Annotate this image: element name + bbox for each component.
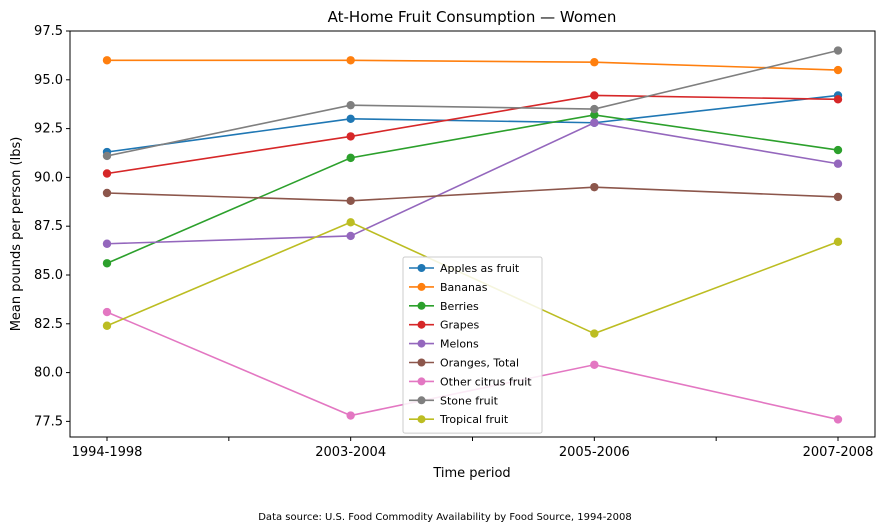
x-tick-label: 2005-2006 <box>559 445 630 460</box>
legend-swatch-marker <box>417 339 426 348</box>
legend-label: Melons <box>440 338 479 351</box>
series-line <box>106 94 839 175</box>
legend-label: Other citrus fruit <box>440 375 532 388</box>
data-point <box>833 237 843 247</box>
data-point <box>590 360 599 369</box>
data-point <box>346 231 355 241</box>
legend-swatch-marker <box>417 415 426 424</box>
x-tick-label: 2003-2004 <box>315 445 386 460</box>
y-axis-title: Mean pounds per person (lbs) <box>9 137 24 332</box>
y-tick-label: 87.5 <box>34 219 63 234</box>
x-tick-label: 1994-1998 <box>72 445 143 460</box>
data-point <box>833 159 843 168</box>
legend-swatch-marker <box>417 377 426 386</box>
series-line <box>106 49 839 157</box>
legend-swatch-marker <box>417 264 426 272</box>
data-point <box>102 259 112 268</box>
legend-label: Tropical fruit <box>439 413 509 426</box>
series-line <box>106 94 839 153</box>
legend-swatch-marker <box>417 358 426 367</box>
x-tick-label: 2007-2008 <box>803 445 874 460</box>
source-note: Data source: U.S. Food Commodity Availab… <box>258 512 632 523</box>
data-point <box>590 91 599 100</box>
legend-swatch-marker <box>417 320 426 329</box>
legend-swatch-marker <box>417 301 426 310</box>
y-tick-label: 90.0 <box>34 170 63 185</box>
y-tick-label: 77.5 <box>34 414 63 429</box>
data-point <box>102 151 112 161</box>
data-point <box>102 321 112 330</box>
data-point <box>590 110 599 120</box>
series-line <box>107 59 839 71</box>
y-tick-label: 95.0 <box>34 73 63 88</box>
y-tick-label: 92.5 <box>34 122 63 137</box>
data-point <box>346 218 355 227</box>
data-point <box>590 182 599 192</box>
data-point <box>833 46 843 55</box>
data-point <box>102 56 112 65</box>
y-tick-label: 85.0 <box>34 268 63 283</box>
legend-label: Oranges, Total <box>440 357 519 370</box>
data-point <box>346 100 355 110</box>
y-tick-label: 97.5 <box>34 24 63 39</box>
data-point <box>102 188 112 198</box>
series-line <box>106 186 839 202</box>
chart-title: At-Home Fruit Consumption — Women <box>328 8 617 26</box>
legend-label: Berries <box>440 300 479 313</box>
data-point <box>346 153 355 163</box>
data-point <box>590 118 599 127</box>
plot-area: 77.5 80.0 82.5 85.0 87.5 90.0 92.5 95.0 97.5 1994… <box>34 24 876 460</box>
data-point <box>102 239 112 248</box>
legend-box <box>402 256 543 434</box>
data-point <box>346 132 355 141</box>
legend-label: Apples as fruit <box>440 262 520 275</box>
legend-swatch-marker <box>417 282 426 291</box>
series-line <box>106 114 839 265</box>
y-tick-label: 82.5 <box>34 317 63 332</box>
data-point <box>346 411 355 420</box>
data-point <box>833 95 843 104</box>
legend-swatch-marker <box>417 396 426 405</box>
x-axis-title: Time period <box>432 466 510 481</box>
data-point <box>346 196 355 206</box>
data-point <box>102 307 112 317</box>
y-tick-label: 80.0 <box>34 366 63 381</box>
series-line <box>106 121 839 245</box>
legend-label: Grapes <box>440 319 480 332</box>
data-point <box>590 58 599 67</box>
legend-label: Bananas <box>440 281 488 294</box>
data-point <box>590 329 599 338</box>
data-point <box>346 56 355 65</box>
data-point <box>590 104 599 114</box>
data-point <box>102 169 112 178</box>
data-point <box>833 145 843 155</box>
data-point <box>833 65 843 75</box>
legend-label: Stone fruit <box>440 394 499 407</box>
data-point <box>346 114 355 124</box>
data-point <box>833 192 843 202</box>
data-point <box>833 415 843 424</box>
